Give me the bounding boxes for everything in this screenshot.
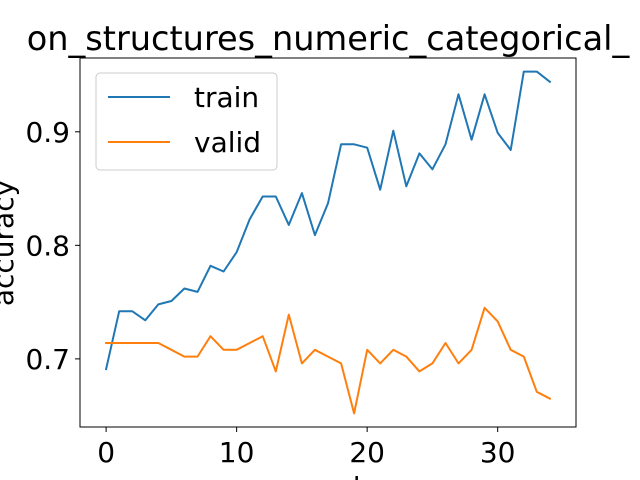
legend-label-valid: valid — [194, 126, 261, 159]
series-line-train — [104, 70, 552, 371]
y-axis-label: accuracy — [0, 180, 20, 306]
y-tick-label: 0.9 — [25, 116, 70, 149]
y-tick-label: 0.8 — [25, 229, 70, 262]
y-tick-label: 0.7 — [25, 343, 70, 376]
legend: train valid — [95, 72, 278, 171]
x-tick-label: 10 — [219, 436, 255, 469]
x-tick-label: 20 — [349, 436, 385, 469]
x-tick-label: 0 — [97, 436, 115, 469]
x-axis-label: epoch — [285, 471, 370, 480]
chart-title: on_structures_numeric_categorical_ — [27, 19, 631, 58]
x-axis-ticks: 0 10 20 30 — [97, 427, 516, 469]
plot-lines — [104, 70, 552, 415]
y-axis-ticks: 0.7 0.8 0.9 — [25, 116, 80, 376]
series-line-valid — [105, 306, 552, 415]
x-tick-label: 30 — [480, 436, 516, 469]
legend-label-train: train — [194, 81, 259, 114]
plot-area-frame — [79, 57, 577, 428]
